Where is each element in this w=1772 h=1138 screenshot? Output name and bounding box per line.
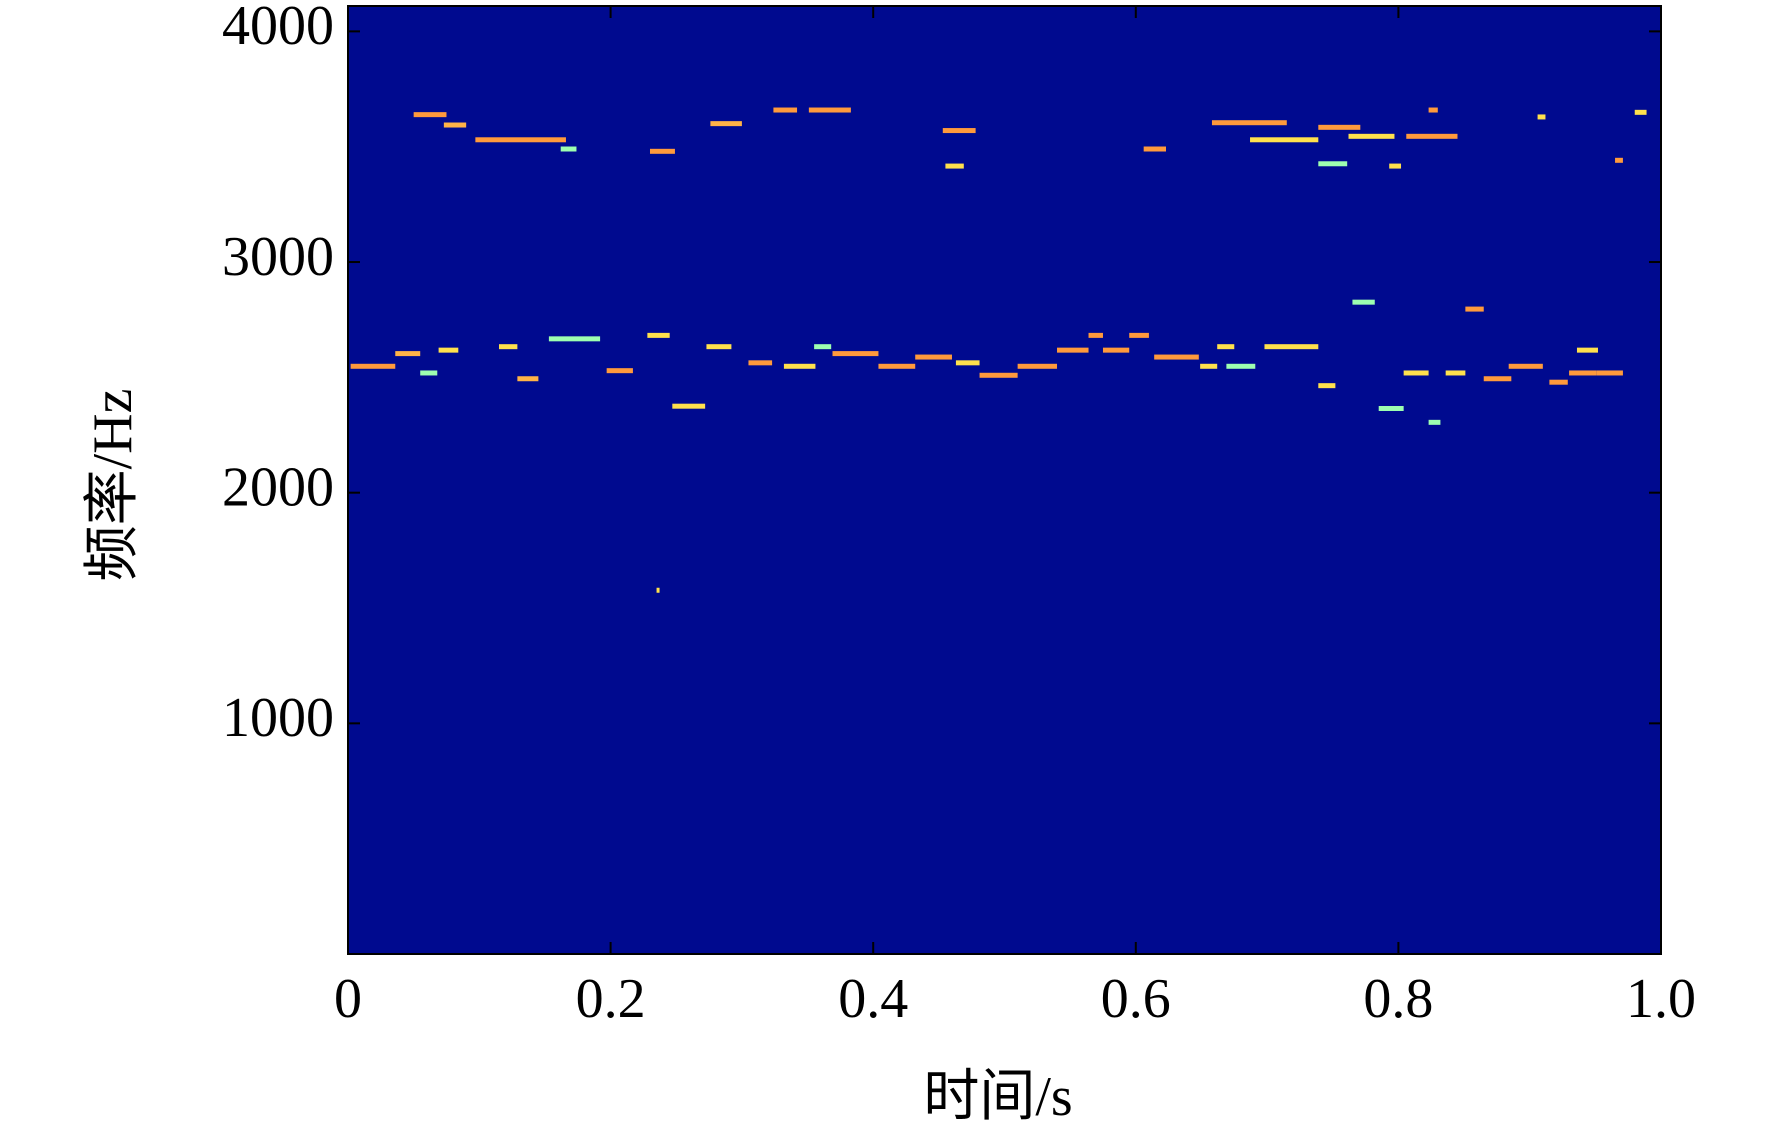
spectral-segment	[945, 163, 964, 169]
spectral-segment	[1017, 363, 1058, 369]
spectral-segment	[1217, 344, 1235, 350]
y-tick-label: 2000	[222, 457, 334, 519]
spectral-segment	[1615, 157, 1623, 163]
spectral-segment	[1378, 405, 1404, 411]
spectral-segment	[647, 332, 670, 338]
x-tick-label: 0.2	[576, 968, 646, 1030]
spectral-segment	[1318, 383, 1336, 389]
spectral-segment	[1445, 370, 1466, 376]
spectral-segment	[1226, 363, 1256, 369]
x-tick-label: 0.4	[838, 968, 908, 1030]
spectral-segment	[438, 347, 459, 353]
spectral-segment	[672, 403, 706, 409]
spectral-segment	[1428, 107, 1438, 113]
spectral-segment	[1057, 347, 1089, 353]
spectral-segment	[1549, 379, 1568, 385]
spectral-segment	[878, 363, 916, 369]
x-tick-label: 1.0	[1626, 968, 1696, 1030]
spectral-segment	[350, 363, 396, 369]
spectral-segment	[832, 351, 879, 357]
spectral-segment	[1406, 133, 1458, 139]
spectral-segment	[1576, 347, 1598, 353]
spectral-segment	[548, 336, 601, 342]
spectral-segment	[1088, 332, 1103, 338]
spectral-segment	[1569, 370, 1597, 376]
x-axis-title: 时间/s	[923, 1066, 1072, 1128]
spectral-segment	[1318, 161, 1348, 167]
spectral-segment	[649, 148, 675, 154]
spectral-segment	[1250, 137, 1319, 143]
spectral-segment	[1634, 109, 1647, 115]
spectral-segment	[1129, 332, 1149, 338]
spectral-segment	[915, 354, 952, 360]
spectral-segment	[1508, 363, 1543, 369]
spectral-segment	[1143, 146, 1166, 152]
spectral-segment	[1428, 419, 1441, 425]
spectral-segment	[1102, 347, 1130, 353]
spectral-segment	[413, 112, 447, 118]
spectral-segment	[1154, 354, 1199, 360]
spectral-segment	[1348, 133, 1395, 139]
spectral-segment	[420, 370, 438, 376]
spectral-segment	[498, 344, 518, 350]
spectral-segment	[1596, 370, 1623, 376]
spectral-segment	[955, 360, 980, 366]
y-axis-title: 频率/Hz	[82, 389, 144, 582]
spectral-segment	[942, 128, 976, 134]
y-tick-label: 4000	[222, 0, 334, 57]
spectral-segment	[710, 121, 742, 127]
spectral-segment	[773, 107, 798, 113]
x-tick-label: 0.6	[1101, 968, 1171, 1030]
spectral-segment	[1264, 344, 1319, 350]
spectral-segment	[783, 363, 816, 369]
spectral-segment	[706, 344, 732, 350]
spectral-segment	[517, 376, 539, 382]
spectral-segment	[1403, 370, 1429, 376]
spectral-segment	[1483, 376, 1512, 382]
spectral-segment	[656, 587, 660, 593]
spectral-segment	[606, 368, 633, 374]
spectral-segment	[1200, 363, 1218, 369]
x-tick-label: 0	[334, 968, 362, 1030]
spectral-segment	[395, 351, 421, 357]
spectral-segment	[1389, 163, 1402, 169]
spectral-segment	[1211, 120, 1287, 126]
y-tick-label: 1000	[222, 687, 334, 749]
y-tick-label: 3000	[222, 226, 334, 288]
spectral-segment	[475, 137, 566, 143]
x-tick-label: 0.8	[1363, 968, 1433, 1030]
spectral-segment	[443, 122, 467, 128]
spectral-segment	[1537, 114, 1546, 120]
plot-background	[348, 6, 1661, 954]
spectral-segment	[808, 107, 851, 113]
spectral-segment	[748, 360, 773, 366]
spectral-segment	[560, 146, 577, 152]
spectral-segment	[1465, 306, 1484, 312]
spectral-segment	[1352, 299, 1375, 305]
spectral-segment	[979, 372, 1018, 378]
plot-frame	[347, 5, 1662, 955]
spectral-segment	[1318, 124, 1361, 130]
spectral-segment	[814, 344, 832, 350]
